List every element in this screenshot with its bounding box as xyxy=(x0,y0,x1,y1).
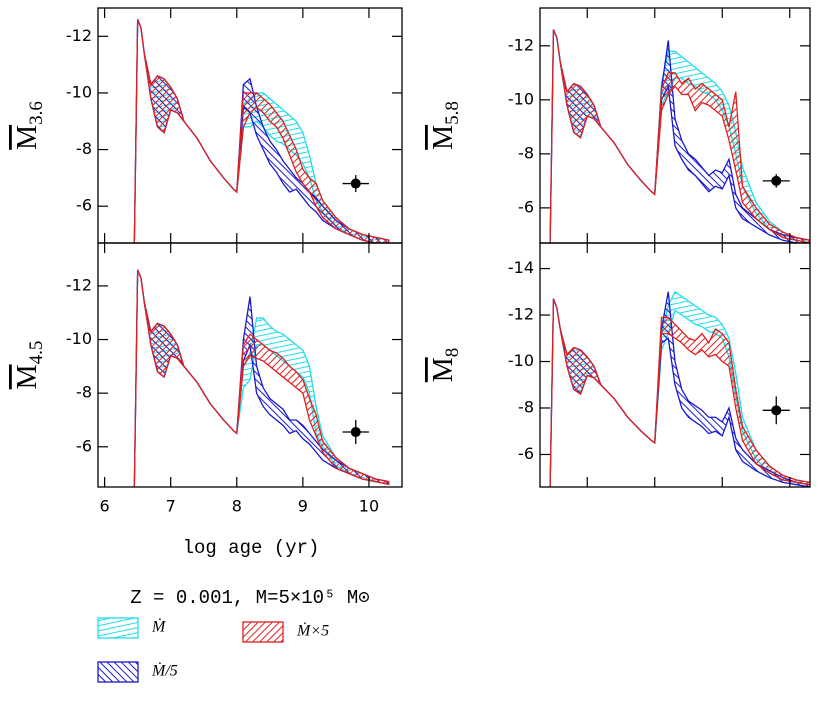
legend-label: Ṁ×5 xyxy=(296,622,329,640)
x-tick-label: 10 xyxy=(359,497,379,516)
y-axis-label: M5.8 xyxy=(428,101,463,150)
y-tick-label: -10 xyxy=(508,351,534,370)
x-axis-label: log age (yr) xyxy=(183,537,320,559)
y-tick-label: -8 xyxy=(76,139,92,158)
y-label-symbol: M xyxy=(428,125,459,150)
band xyxy=(549,291,810,487)
data-point xyxy=(771,175,782,186)
y-tick-label: -12 xyxy=(508,305,534,324)
band xyxy=(133,269,390,487)
y-tick-label: -14 xyxy=(508,258,534,277)
y-axis-label: M8 xyxy=(428,348,463,382)
y-label-subscript: 4.5 xyxy=(26,341,47,365)
x-tick-label: 6 xyxy=(100,497,110,516)
band xyxy=(549,298,810,487)
y-tick-label: -8 xyxy=(76,383,92,402)
y-tick-label: -8 xyxy=(518,397,534,416)
axes-frame xyxy=(97,242,403,488)
y-tick-label: -10 xyxy=(66,82,92,101)
y-tick-label: -12 xyxy=(508,35,534,54)
y-tick-label: -10 xyxy=(66,329,92,348)
legend-swatch xyxy=(97,617,139,639)
y-axis-label: M3.6 xyxy=(12,101,47,150)
y-axis-label: M4.5 xyxy=(12,341,47,390)
y-tick-label: -6 xyxy=(76,196,92,215)
legend-label: Ṁ xyxy=(151,618,167,636)
legend-swatch xyxy=(242,621,284,643)
band xyxy=(133,269,390,487)
y-label-subscript: 8 xyxy=(442,348,463,358)
axes-frame xyxy=(539,242,811,488)
y-tick-label: -10 xyxy=(508,89,534,108)
legend-label: Ṁ/5 xyxy=(151,662,178,680)
y-label-subscript: 5.8 xyxy=(442,101,463,125)
data-point xyxy=(350,178,361,189)
y-label-symbol: M xyxy=(12,125,43,150)
y-label-subscript: 3.6 xyxy=(26,101,47,125)
y-tick-label: -12 xyxy=(66,275,92,294)
x-tick-label: 7 xyxy=(166,497,176,516)
x-tick-label: 9 xyxy=(298,497,308,516)
y-tick-label: -6 xyxy=(518,444,534,463)
band xyxy=(133,19,390,243)
data-point xyxy=(350,427,361,438)
caption: Z = 0.001, M=5×10⁵ M⊙ xyxy=(130,587,369,609)
band xyxy=(133,269,390,487)
x-tick-label: 8 xyxy=(232,497,242,516)
y-label-symbol: M xyxy=(428,357,459,382)
legend-swatch xyxy=(97,661,139,683)
y-label-symbol: M xyxy=(12,364,43,389)
y-tick-label: -12 xyxy=(66,26,92,45)
y-tick-label: -8 xyxy=(518,143,534,162)
y-tick-label: -6 xyxy=(76,436,92,455)
band xyxy=(549,29,810,243)
band xyxy=(133,19,390,243)
y-tick-label: -6 xyxy=(518,197,534,216)
data-point xyxy=(771,405,782,416)
